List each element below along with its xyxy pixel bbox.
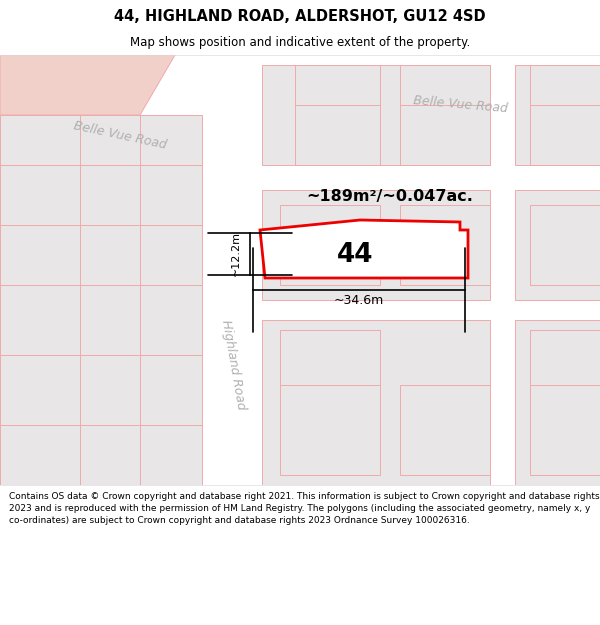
Polygon shape	[80, 225, 140, 285]
Polygon shape	[262, 320, 490, 485]
Polygon shape	[140, 165, 202, 225]
Polygon shape	[0, 225, 80, 285]
Text: Highland Road: Highland Road	[218, 319, 247, 411]
Polygon shape	[140, 115, 202, 165]
Polygon shape	[80, 425, 140, 485]
Polygon shape	[295, 105, 380, 165]
Polygon shape	[80, 285, 140, 355]
Text: 44: 44	[337, 242, 373, 268]
Text: ~34.6m: ~34.6m	[334, 294, 384, 308]
Polygon shape	[262, 190, 490, 300]
Polygon shape	[140, 285, 202, 355]
Polygon shape	[280, 330, 380, 385]
Polygon shape	[140, 225, 202, 285]
Polygon shape	[295, 65, 380, 105]
Text: ~189m²/~0.047ac.: ~189m²/~0.047ac.	[307, 189, 473, 204]
Polygon shape	[220, 300, 600, 320]
Polygon shape	[0, 285, 80, 355]
Polygon shape	[515, 190, 600, 300]
Text: Belle Vue Road: Belle Vue Road	[73, 119, 167, 151]
Polygon shape	[490, 155, 515, 485]
Polygon shape	[140, 425, 202, 485]
Polygon shape	[530, 205, 600, 285]
Polygon shape	[400, 65, 490, 105]
Polygon shape	[380, 155, 400, 190]
Polygon shape	[400, 385, 490, 475]
Polygon shape	[0, 165, 80, 225]
Polygon shape	[140, 355, 202, 425]
Polygon shape	[530, 385, 600, 475]
Text: 44, HIGHLAND ROAD, ALDERSHOT, GU12 4SD: 44, HIGHLAND ROAD, ALDERSHOT, GU12 4SD	[114, 9, 486, 24]
Polygon shape	[400, 205, 490, 285]
Polygon shape	[0, 55, 175, 115]
Polygon shape	[0, 425, 80, 485]
Polygon shape	[280, 385, 380, 475]
Polygon shape	[260, 220, 468, 278]
Polygon shape	[204, 55, 262, 485]
Polygon shape	[280, 205, 380, 285]
Text: Contains OS data © Crown copyright and database right 2021. This information is : Contains OS data © Crown copyright and d…	[9, 492, 599, 525]
Text: Belle Vue Road: Belle Vue Road	[412, 94, 508, 116]
Polygon shape	[80, 165, 140, 225]
Polygon shape	[0, 115, 80, 165]
Polygon shape	[515, 320, 600, 485]
Polygon shape	[515, 65, 600, 165]
Text: ~12.2m: ~12.2m	[231, 231, 241, 276]
Polygon shape	[0, 165, 600, 190]
Polygon shape	[0, 355, 80, 425]
Polygon shape	[530, 65, 600, 105]
Polygon shape	[0, 55, 600, 155]
Polygon shape	[0, 425, 80, 485]
Text: Map shows position and indicative extent of the property.: Map shows position and indicative extent…	[130, 36, 470, 49]
Polygon shape	[530, 105, 600, 165]
Polygon shape	[80, 355, 140, 425]
Polygon shape	[530, 330, 600, 385]
Polygon shape	[400, 105, 490, 165]
Polygon shape	[80, 115, 140, 165]
Polygon shape	[220, 55, 262, 175]
Polygon shape	[262, 65, 490, 165]
